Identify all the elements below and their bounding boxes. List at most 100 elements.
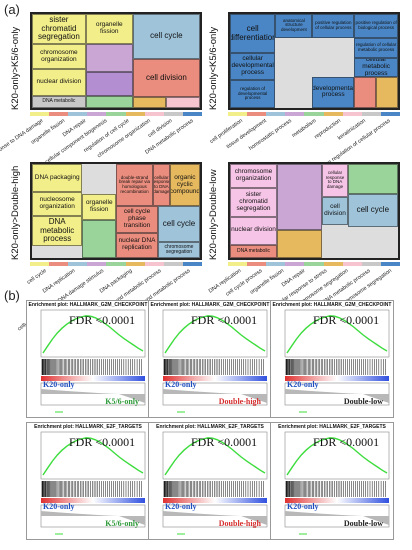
left-group-label: K20-only [287, 380, 319, 389]
enrichment-plot-graphic [162, 431, 268, 535]
enrichment-score-curve [164, 437, 266, 476]
treemap-cell-label: anatomical structure development [280, 17, 307, 33]
category-color-strip [342, 112, 362, 116]
treemap-cell-label: regulation of developmental process [238, 85, 268, 101]
category-color-strip [68, 112, 88, 116]
treemap: sister chromatid segregation organelle fi… [30, 12, 202, 110]
treemap-cell [85, 95, 133, 108]
enrichment-plot-graphic [162, 309, 268, 413]
category-color-strip [266, 262, 286, 266]
treemap-cell-label: chromosome organization [40, 48, 78, 63]
treemap-cell-label: organelle fission [85, 199, 113, 214]
treemap-cell: cell division [322, 196, 348, 226]
treemap-cell-label: cell division [324, 203, 346, 217]
category-color-strip [30, 262, 50, 266]
category-color-strip [182, 112, 202, 116]
treemap-cell-label: cell cycle [150, 31, 183, 41]
fdr-label: FDR <0.0001 [69, 435, 136, 449]
category-color-strip [285, 112, 305, 116]
fdr-label: FDR <0.0001 [313, 313, 380, 327]
enrichment-plot-graphic [284, 431, 390, 535]
treemap-cell [85, 72, 133, 96]
treemap-cell: sister chromatid segregation [230, 188, 278, 217]
ranking-heat-bar [285, 376, 389, 381]
enrichment-plot: Enrichment plot: HALLMARK_E2F_TARGETS FDR… [270, 422, 394, 540]
enrichment-plot-title: Enrichment plot: HALLMARK_E2F_TARGETS [156, 424, 264, 430]
treemap-cell: chromosome organization [32, 44, 86, 70]
fdr-label: FDR <0.0001 [313, 435, 380, 449]
treemap-cell: DNA packaging [32, 164, 83, 193]
category-color-strip [68, 262, 88, 266]
enrichment-plot-graphic [284, 309, 390, 413]
treemap-cell [82, 220, 116, 258]
treemap-cell-label: nuclear division [36, 78, 82, 86]
enrichment-plot-graphic [40, 309, 146, 413]
category-color-strip [361, 262, 381, 266]
treemap-cell: nuclear DNA replication [116, 232, 158, 258]
category-color-strip [304, 112, 324, 116]
enrichment-plot: Enrichment plot: HALLMARK_E2F_TARGETS FDR… [148, 422, 272, 540]
treemap-cell [347, 164, 398, 195]
category-color-strip [228, 112, 248, 116]
treemap-cell-label: cellular response to DNA damage [152, 174, 170, 194]
treemap-cell: cellular response to DNA damage [322, 164, 348, 197]
treemap-cell-label: nuclear DNA replication [118, 237, 156, 252]
treemap-cell-label: DNA packaging [34, 173, 80, 181]
ranking-heat-bar [163, 498, 267, 503]
ranked-metric-area [163, 511, 267, 525]
treemap-cell [132, 96, 167, 108]
left-group-label: K20-only [165, 502, 197, 511]
treemap-cell: cellular developmental process [230, 53, 276, 80]
ranked-metric-area [285, 389, 389, 403]
fdr-label: FDR <0.0001 [69, 313, 136, 327]
enrichment-plot-graphic [40, 431, 146, 535]
gene-hit-barcode [163, 481, 264, 497]
treemap-cell: cellular metabolic process [354, 58, 398, 77]
category-color-strip [144, 262, 164, 266]
treemap-cell: chromosome organization [230, 164, 278, 189]
treemap-title: K20-only>K5/6-only [10, 26, 21, 110]
treemap-cell: cell cycle phase transition [116, 206, 158, 233]
ranking-heat-bar [41, 376, 145, 381]
enrichment-score-curve [164, 315, 266, 354]
treemap-cell-label: sister chromatid segregation [37, 15, 80, 42]
treemap-cell-label: cell cycle phase transition [123, 208, 151, 229]
treemap-cell-label: nucleosome organization [39, 196, 75, 210]
es-panel-frame [40, 431, 146, 480]
treemap-cell: chromosome segregation [158, 242, 200, 258]
treemap-cell: regulation of developmental process [230, 79, 276, 108]
category-color-strip [49, 262, 69, 266]
treemap: DNA packaging nucleosome organization DNA … [30, 162, 202, 260]
gene-hit-barcode [41, 481, 142, 497]
treemap-title: K20-only<K5/6-only [208, 26, 219, 110]
treemap-cell: organelle fission [85, 14, 133, 45]
category-color-strip [163, 112, 183, 116]
category-color-strip [87, 112, 107, 116]
gene-hit-barcode [285, 359, 386, 375]
enrichment-score-curve [286, 315, 388, 354]
category-color-strip [87, 262, 107, 266]
treemap-cell [277, 229, 323, 258]
gene-hit-barcode [285, 481, 386, 497]
ranked-metric-area [163, 389, 267, 403]
treemap-cell-label: developmental process [312, 84, 355, 99]
category-color-strip [247, 262, 267, 266]
category-color-strip [266, 112, 286, 116]
ranking-heat-bar [41, 498, 145, 503]
treemap-cell [376, 76, 398, 108]
enrichment-plot: Enrichment plot: HALLMARK_G2M_CHECKPOINT… [26, 300, 150, 418]
es-panel-frame [284, 309, 390, 358]
treemap-cell-label: cell cycle [162, 218, 196, 228]
es-panel-frame [40, 309, 146, 358]
category-color-strip [323, 262, 343, 266]
enrichment-score-curve [286, 437, 388, 476]
treemap-cell-label: cellular developmental process [231, 55, 274, 77]
treemap-cell: cell cycle [158, 206, 200, 243]
category-color-strip [49, 112, 69, 116]
enrichment-plot-title: Enrichment plot: HALLMARK_G2M_CHECKPOINT [272, 302, 392, 308]
treemap-cell-label: nuclear division [231, 226, 276, 234]
treemap-cell-label: cellular response to DNA damage [325, 170, 345, 190]
enrichment-score-curve [42, 315, 144, 354]
treemap-cell: regulation of cellular metabolic process [354, 37, 398, 59]
treemap-cell [354, 76, 377, 108]
